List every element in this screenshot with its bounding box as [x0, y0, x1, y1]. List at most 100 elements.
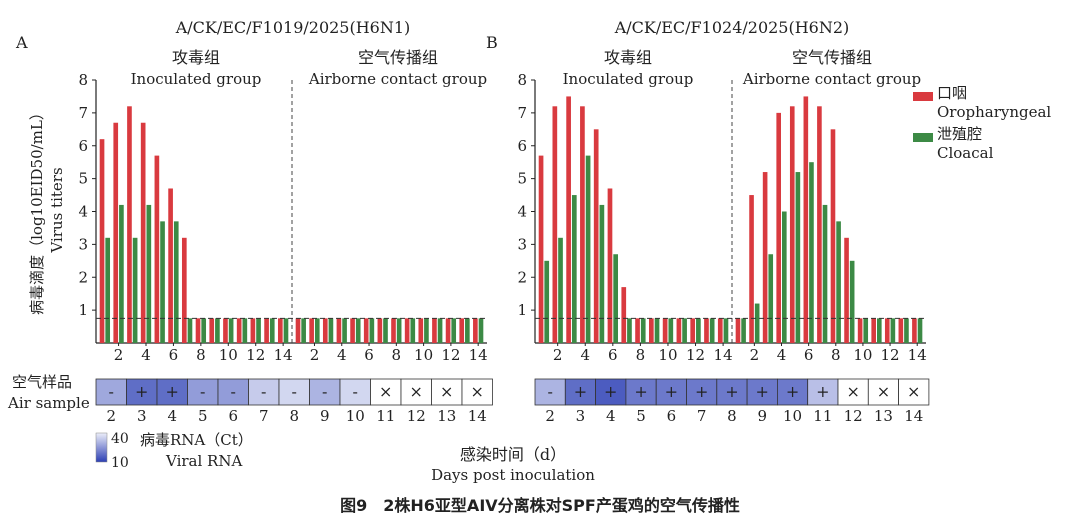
- bar-oropharyngeal: [336, 318, 342, 343]
- air-sample-mark: ×: [379, 382, 392, 401]
- bar-oropharyngeal: [350, 318, 355, 343]
- bar-oropharyngeal: [99, 139, 105, 343]
- air-sample-cell: [837, 378, 869, 406]
- bar-oropharyngeal: [432, 318, 437, 343]
- air-sample-cell: [686, 378, 718, 406]
- panel-a-air-sample-strip: - 2 +3 +4 - 5 - 6 - 7 - 8 - 9 - 10 × 11 × 12 × 13 × 14: [95, 378, 493, 425]
- air-sample-mark: +: [816, 382, 829, 401]
- x-tick-label: 14: [908, 346, 927, 364]
- air-sample-cell: [187, 378, 219, 406]
- bar-cloacal: [187, 318, 193, 343]
- bar-oropharyngeal: [473, 318, 478, 343]
- legend: 口咽 Oropharyngeal 泄殖腔 Cloacal: [913, 84, 1051, 162]
- air-sample-mark: -: [200, 382, 205, 401]
- bar-cloacal: [696, 318, 701, 343]
- bar-oropharyngeal: [127, 106, 132, 343]
- panel-b-inoc-en: Inoculated group: [563, 70, 694, 88]
- bar-cloacal: [301, 318, 306, 343]
- y-tick-label: 6: [517, 137, 527, 155]
- bar-cloacal: [585, 155, 591, 343]
- bar-oropharyngeal: [552, 106, 558, 343]
- bar-cloacal: [383, 318, 388, 343]
- y-axis-label-cn: 病毒滴度（log10EID50/mL）: [28, 105, 46, 315]
- bar-cloacal: [478, 318, 484, 343]
- bar-cloacal: [723, 318, 729, 343]
- x-tick-label: 8: [196, 346, 206, 364]
- bar-cloacal: [809, 162, 814, 343]
- x-tick-label: 12: [686, 346, 705, 364]
- bar-cloacal: [599, 204, 605, 343]
- air-sample-day: 14: [904, 407, 923, 425]
- bar-oropharyngeal: [418, 318, 424, 343]
- bar-oropharyngeal: [676, 318, 682, 343]
- x-tick-label: 6: [364, 346, 374, 364]
- air-sample-mark: ×: [846, 382, 859, 401]
- panel-b-air-cn: 空气传播组: [792, 48, 872, 67]
- bar-cloacal: [256, 318, 261, 343]
- bar-oropharyngeal: [749, 195, 754, 343]
- panel-b-title: A/CK/EC/F1024/2025(H6N2): [614, 18, 850, 37]
- air-sample-day: 11: [813, 407, 832, 425]
- air-sample-day: 8: [289, 407, 299, 425]
- bar-cloacal: [465, 318, 470, 343]
- bar-cloacal: [242, 318, 248, 343]
- bar-cloacal: [146, 204, 152, 343]
- air-sample-cell: [370, 378, 402, 406]
- air-sample-mark: -: [547, 382, 552, 401]
- bar-cloacal: [822, 204, 828, 343]
- bar-cloacal: [654, 318, 660, 343]
- air-sample-day: 6: [667, 407, 677, 425]
- bar-cloacal: [571, 195, 577, 343]
- bar-cloacal: [754, 303, 760, 343]
- bar-cloacal: [836, 221, 841, 343]
- bar-oropharyngeal: [140, 122, 146, 343]
- air-sample-mark: -: [261, 382, 266, 401]
- bar-cloacal: [173, 221, 179, 343]
- bar-oropharyngeal: [322, 318, 328, 343]
- x-tick-label: 12: [881, 346, 900, 364]
- bar-oropharyngeal: [113, 122, 119, 343]
- air-sample-day: 3: [576, 407, 586, 425]
- rna-color-scale: [95, 432, 108, 463]
- bar-cloacal: [627, 318, 632, 343]
- y-tick-label: 8: [78, 71, 88, 89]
- bar-oropharyngeal: [223, 318, 228, 343]
- air-sample-cell: [716, 378, 748, 406]
- x-tick-label: 6: [804, 346, 814, 364]
- air-sample-cell: [534, 378, 566, 406]
- air-sample-day: 7: [259, 407, 269, 425]
- bar-oropharyngeal: [898, 318, 904, 343]
- bar-oropharyngeal: [295, 318, 301, 343]
- air-sample-mark: ×: [907, 382, 920, 401]
- air-sample-mark: ×: [877, 382, 890, 401]
- x-axis-label-en: Days post inoculation: [431, 466, 595, 484]
- air-sample-cell: [156, 378, 188, 406]
- bar-oropharyngeal: [830, 129, 836, 343]
- y-tick-label: 6: [78, 137, 88, 155]
- legend-cloacal-swatch: [913, 133, 933, 142]
- bar-oropharyngeal: [704, 318, 709, 343]
- bar-oropharyngeal: [277, 318, 283, 343]
- bar-cloacal: [201, 318, 207, 343]
- bar-oropharyngeal: [621, 287, 627, 343]
- bar-cloacal: [105, 237, 111, 343]
- bar-oropharyngeal: [459, 318, 465, 343]
- air-sample-day: 5: [636, 407, 646, 425]
- bar-oropharyngeal: [912, 318, 917, 343]
- panel-a-inoc-en: Inoculated group: [131, 70, 262, 88]
- air-sample-day: 10: [346, 407, 365, 425]
- y-tick-label: 3: [517, 235, 527, 253]
- air-sample-label-en: Air sample: [7, 394, 90, 412]
- x-tick-label: 4: [337, 346, 347, 364]
- bar-oropharyngeal: [844, 237, 849, 343]
- y-tick-label: 1: [78, 301, 88, 319]
- bar-cloacal: [890, 318, 896, 343]
- bar-oropharyngeal: [817, 106, 822, 343]
- air-sample-cell: [461, 378, 493, 406]
- bar-cloacal: [314, 318, 320, 343]
- bar-oropharyngeal: [168, 188, 173, 343]
- bar-cloacal: [709, 318, 715, 343]
- panel-b-inoc-cn: 攻毒组: [604, 48, 652, 67]
- bar-cloacal: [863, 318, 869, 343]
